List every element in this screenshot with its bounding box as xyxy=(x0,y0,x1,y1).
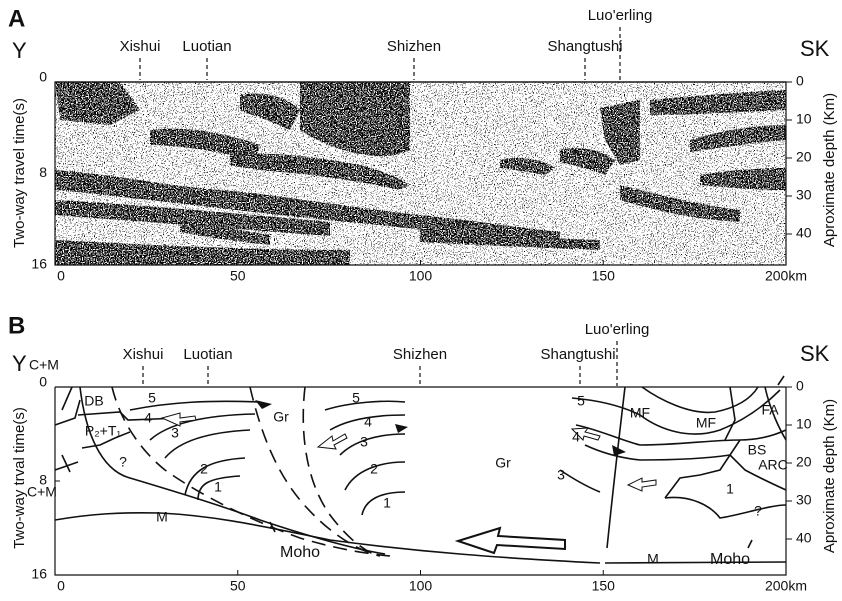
depth-tick-label: 0 xyxy=(796,73,804,89)
annotation: 3 xyxy=(557,467,565,483)
depth-tick-label: 20 xyxy=(796,149,812,165)
plot-frame xyxy=(54,387,787,576)
place-name: Shizhen xyxy=(393,346,447,363)
annotation: M xyxy=(156,509,168,525)
annotation: 1 xyxy=(214,479,222,495)
annotation: 3 xyxy=(360,434,368,450)
panel-label: A xyxy=(8,5,25,32)
annotation: 1 xyxy=(383,495,391,511)
annotation: M xyxy=(647,551,659,567)
place-name: Shangtushi xyxy=(547,38,622,55)
annotation: 2 xyxy=(370,461,378,477)
end-label: Y xyxy=(12,351,27,376)
annotation: Moho xyxy=(280,544,320,561)
axis-ticks: 0 50 100 150 200km 0 8 16 0 10 20 30 40 xyxy=(31,374,811,594)
place-name: Xishui xyxy=(120,38,161,55)
y-tick-label: 0 xyxy=(39,69,47,85)
annotation: 5 xyxy=(352,390,360,406)
interpretation xyxy=(54,375,787,564)
x-tick-label: 150 xyxy=(592,578,616,594)
depth-axis-label: Aproximate depth (Km) xyxy=(821,93,838,247)
x-tick-label: 0 xyxy=(57,578,65,594)
place-name: Shangtushi xyxy=(540,346,615,363)
place-name: Luotian xyxy=(183,346,232,363)
end-label: Y xyxy=(12,38,27,63)
x-tick-label: 50 xyxy=(230,578,246,594)
x-tick-label: 0 xyxy=(57,268,65,284)
annotation: 5 xyxy=(148,390,156,406)
annotation: ? xyxy=(754,503,762,519)
y-tick-label: 8 xyxy=(39,472,47,488)
annotation: MF xyxy=(696,415,716,431)
depth-tick-label: 0 xyxy=(796,378,804,394)
x-tick-label: 200km xyxy=(765,578,807,594)
axis-ticks: 0 50 100 150 200km 0 8 16 0 10 20 30 40 xyxy=(31,69,811,284)
annotation: 5 xyxy=(577,393,585,409)
end-label: SK xyxy=(800,36,830,61)
annotation: Gr xyxy=(273,409,289,425)
place-name: Luo'erling xyxy=(585,321,650,338)
depth-tick-label: 40 xyxy=(796,225,812,241)
annotation: ? xyxy=(119,454,127,470)
depth-tick-label: 30 xyxy=(796,492,812,508)
x-tick-label: 100 xyxy=(409,578,433,594)
y-tick-label: 16 xyxy=(31,256,47,272)
depth-tick-label: 30 xyxy=(796,187,812,203)
annotation: DB xyxy=(84,393,103,409)
x-tick-label: 100 xyxy=(409,268,433,284)
y-axis-label: Two-way travel time(s) xyxy=(11,98,28,248)
place-name: Xishui xyxy=(123,346,164,363)
y-tick-label: 8 xyxy=(39,164,47,180)
y-tick-label: 0 xyxy=(39,374,47,390)
annotation: C+M xyxy=(29,357,59,373)
annotation: 1 xyxy=(726,481,734,497)
annotation: FA xyxy=(761,402,779,418)
y-tick-label: 16 xyxy=(31,566,47,582)
panel-label: B xyxy=(8,312,25,339)
place-name: Shizhen xyxy=(387,38,441,55)
annotation: 4 xyxy=(572,429,580,445)
annotation: MF xyxy=(630,405,650,421)
annotation: 4 xyxy=(144,410,152,426)
depth-tick-label: 20 xyxy=(796,454,812,470)
place-name: Luo'erling xyxy=(588,7,653,24)
depth-axis-label: Aproximate depth (Km) xyxy=(821,399,838,553)
annotation: Gr xyxy=(495,455,511,471)
depth-tick-label: 40 xyxy=(796,530,812,546)
annotation: 3 xyxy=(171,425,179,441)
y-axis-label: Two-way trval time(s) xyxy=(11,407,28,549)
annotation: ARC xyxy=(758,457,788,473)
annotation: C+M xyxy=(27,484,57,500)
depth-tick-label: 10 xyxy=(796,111,812,127)
annotation: BS xyxy=(748,442,767,458)
depth-tick-label: 10 xyxy=(796,416,812,432)
x-tick-label: 150 xyxy=(592,268,616,284)
annotation: Moho xyxy=(710,551,750,568)
annotation: P₂+T₁ xyxy=(85,423,122,439)
x-tick-label: 200km xyxy=(765,268,807,284)
annotation: 4 xyxy=(364,414,372,430)
seismic-section xyxy=(55,82,786,265)
annotation: 2 xyxy=(200,461,208,477)
end-label: SK xyxy=(800,341,830,366)
x-tick-label: 50 xyxy=(230,268,246,284)
place-name: Luotian xyxy=(182,38,231,55)
